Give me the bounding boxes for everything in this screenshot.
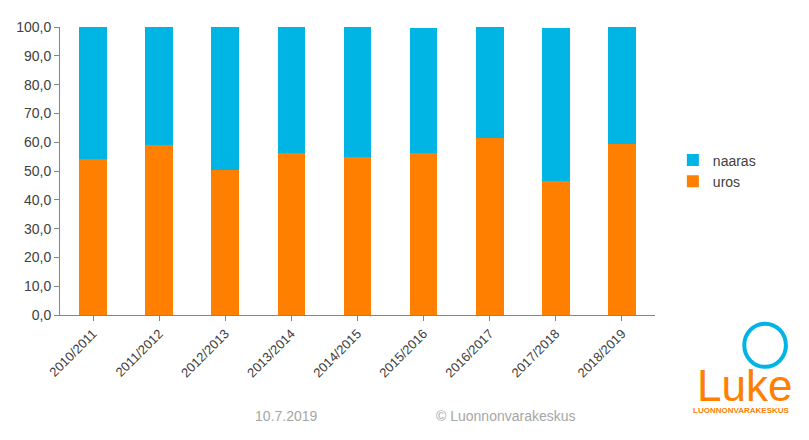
svg-text:10.7.2019: 10.7.2019 (255, 408, 317, 424)
svg-text:2018/2019: 2018/2019 (575, 326, 629, 380)
svg-text:20,0: 20,0 (24, 249, 51, 265)
svg-text:2012/2013: 2012/2013 (178, 326, 232, 380)
svg-text:2015/2016: 2015/2016 (376, 326, 430, 380)
svg-text:2017/2018: 2017/2018 (508, 326, 562, 380)
svg-text:2014/2015: 2014/2015 (310, 326, 364, 380)
svg-text:50,0: 50,0 (24, 163, 51, 179)
svg-text:2016/2017: 2016/2017 (442, 326, 496, 380)
svg-text:2010/2011: 2010/2011 (46, 326, 99, 379)
svg-text:30,0: 30,0 (24, 221, 51, 237)
svg-text:10,0: 10,0 (24, 278, 51, 294)
svg-text:100,0: 100,0 (16, 19, 51, 35)
svg-text:© Luonnonvarakeskus: © Luonnonvarakeskus (436, 408, 576, 424)
svg-text:naaras: naaras (713, 153, 756, 169)
svg-text:90,0: 90,0 (24, 48, 51, 64)
svg-text:LUONNONVARAKESKUS: LUONNONVARAKESKUS (693, 406, 790, 415)
svg-text:60,0: 60,0 (24, 134, 51, 150)
svg-text:2011/2012: 2011/2012 (113, 326, 166, 379)
svg-text:70,0: 70,0 (24, 105, 51, 121)
svg-text:Luke: Luke (697, 361, 792, 410)
svg-text:uros: uros (713, 174, 740, 190)
svg-text:2013/2014: 2013/2014 (244, 326, 298, 380)
svg-text:80,0: 80,0 (24, 77, 51, 93)
svg-text:40,0: 40,0 (24, 192, 51, 208)
svg-text:0,0: 0,0 (32, 307, 52, 323)
